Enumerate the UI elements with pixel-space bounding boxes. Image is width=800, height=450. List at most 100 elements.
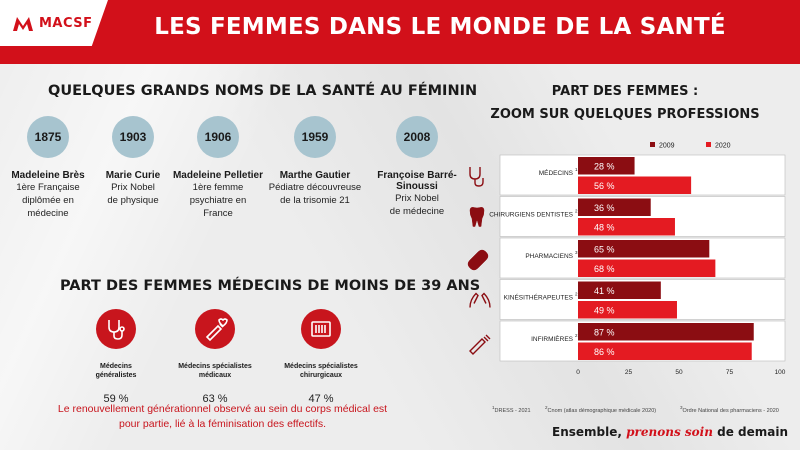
legend-swatch — [706, 142, 711, 147]
timeline-item: 1959 Marthe Gautier Pédiatre découvreuse… — [262, 116, 368, 207]
person-desc-line: Prix Nobel — [395, 193, 439, 204]
person-desc-line: de médecine — [389, 206, 445, 217]
bar-2009 — [578, 198, 651, 216]
conclusion-text: Le renouvellement générationnel observé … — [20, 402, 425, 432]
stat-item: Médecins spécialistes médicaux 63 % — [160, 309, 270, 405]
bar-value-label: 87 % — [594, 327, 615, 337]
person-desc-line: Prix Nobel — [111, 182, 155, 193]
pill-capsule-icon — [467, 249, 489, 271]
footnote: 2Cnom (atlas démographique médicale 2020… — [545, 405, 657, 414]
section-title-young-doctors: PART DES FEMMES MÉDECINS DE MOINS DE 39 … — [60, 278, 481, 294]
bar-value-label: 65 % — [594, 244, 615, 254]
header-band — [0, 0, 800, 64]
stat-label: Médecins généralistes — [95, 363, 137, 379]
syringe-heart-icon — [195, 309, 235, 349]
chart-title-line: PART DES FEMMES : — [551, 84, 699, 99]
bar-2020 — [578, 259, 716, 277]
bar-value-label: 56 % — [594, 181, 615, 191]
person-desc-line: de la trisomie 21 — [280, 195, 350, 206]
category-footnote-ref: 2 — [575, 209, 578, 214]
person-desc-line: 1ère femme — [192, 182, 244, 193]
category-footnote-ref: 2 — [575, 292, 578, 297]
chart-title: PART DES FEMMES : ZOOM SUR QUELQUES PROF… — [470, 80, 780, 126]
bar-value-label: 36 % — [594, 203, 615, 213]
person-desc-line: psychiatre en — [189, 195, 247, 206]
legend-label: 2020 — [715, 143, 731, 150]
category-label: INFIRMIÈRES — [531, 334, 574, 343]
category-label: MÉDECINS — [539, 168, 574, 177]
timeline-item: 1906 Madeleine Pelletier 1ère femme psyc… — [165, 116, 271, 220]
footer-tagline: Ensemble, prenons soin de demain — [552, 425, 788, 439]
bar-value-label: 28 % — [594, 161, 615, 171]
x-tick-label: 25 — [625, 369, 633, 376]
person-desc-line: diplômée en — [22, 195, 74, 206]
stethoscope-icon — [469, 167, 484, 187]
timeline-item: 1875 Madeleine Brès 1ère Française diplô… — [0, 116, 101, 220]
bar-2009 — [578, 281, 661, 299]
x-tick-label: 0 — [576, 369, 580, 376]
syringe-icon — [469, 334, 491, 355]
year-circle: 2008 — [396, 116, 438, 158]
section-title-famous-names: QUELQUES GRANDS NOMS DE LA SANTÉ AU FÉMI… — [48, 83, 478, 99]
chart-title-line: ZOOM SUR QUELQUES PROFESSIONS — [490, 107, 760, 122]
person-desc-line: médecine — [27, 208, 69, 219]
person-name: Madeleine Pelletier — [172, 170, 264, 181]
person-desc-line: France — [203, 208, 233, 219]
person-name: Françoise Barré-Sinoussi — [377, 170, 457, 192]
category-label: KINÉSITHÉRAPEUTES — [504, 293, 574, 302]
bar-value-label: 41 % — [594, 286, 615, 296]
legend-label: 2009 — [659, 143, 675, 150]
stat-item: Médecins généralistes 59 % — [61, 309, 171, 405]
x-tick-label: 50 — [675, 369, 683, 376]
logo-mark-icon — [13, 17, 33, 31]
stat-label: Médecins spécialistes chirurgicaux — [284, 363, 358, 379]
footnote: 1DRESS - 2021 — [492, 405, 531, 414]
stat-value: 63 % — [202, 393, 228, 405]
timeline-item: 2008 Françoise Barré-Sinoussi Prix Nobel… — [364, 116, 470, 218]
person-desc-line: de physique — [107, 195, 159, 206]
category-label: PHARMACIENS — [525, 253, 573, 260]
bar-2009 — [578, 323, 754, 341]
year-circle: 1875 — [27, 116, 69, 158]
bar-value-label: 86 % — [594, 347, 615, 357]
category-label: CHIRURGIENS DENTISTES — [489, 212, 573, 219]
person-desc-line: 1ère Française — [16, 182, 80, 193]
stethoscope-icon — [96, 309, 136, 349]
year-circle: 1903 — [112, 116, 154, 158]
timeline-item: 1903 Marie Curie Prix Nobel de physique — [80, 116, 186, 207]
stat-value: 47 % — [308, 393, 334, 405]
logo-text: MACSF — [39, 15, 93, 31]
stat-item: Médecins spécialistes chirurgicaux 47 % — [266, 309, 376, 405]
year-circle: 1906 — [197, 116, 239, 158]
bar-value-label: 49 % — [594, 305, 615, 315]
bar-2009 — [578, 157, 635, 175]
bar-2020 — [578, 176, 692, 194]
page-title: LES FEMMES DANS LE MONDE DE LA SANTÉ — [154, 14, 726, 40]
x-tick-label: 75 — [726, 369, 734, 376]
bar-2020 — [578, 301, 677, 319]
logo: MACSF — [0, 0, 108, 46]
person-name: Madeleine Brès — [11, 170, 85, 181]
category-footnote-ref: 3 — [575, 250, 578, 255]
legend-swatch — [650, 142, 655, 147]
surgical-tools-icon — [301, 309, 341, 349]
bar-2020 — [578, 218, 675, 236]
stat-value: 59 % — [103, 393, 129, 405]
year-circle: 1959 — [294, 116, 336, 158]
person-name: Marthe Gautier — [279, 170, 351, 181]
bar-value-label: 68 % — [594, 264, 615, 274]
category-footnote-ref: 1 — [575, 167, 578, 172]
bar-value-label: 48 % — [594, 222, 615, 232]
conclusion-line: Le renouvellement générationnel observé … — [57, 403, 388, 415]
conclusion-line: pour partie, lié à la féminisation des e… — [118, 418, 326, 430]
bar-2020 — [578, 342, 752, 360]
tooth-icon — [469, 207, 485, 227]
footnote: 3Ordre National des pharmaciens - 2020 — [680, 405, 779, 414]
stat-label: Médecins spécialistes médicaux — [178, 363, 252, 379]
bar-2009 — [578, 240, 710, 258]
person-desc-line: Pédiatre découvreuse — [268, 182, 362, 193]
category-footnote-ref: 2 — [575, 333, 578, 338]
x-tick-label: 100 — [775, 369, 786, 376]
person-name: Marie Curie — [105, 170, 161, 181]
